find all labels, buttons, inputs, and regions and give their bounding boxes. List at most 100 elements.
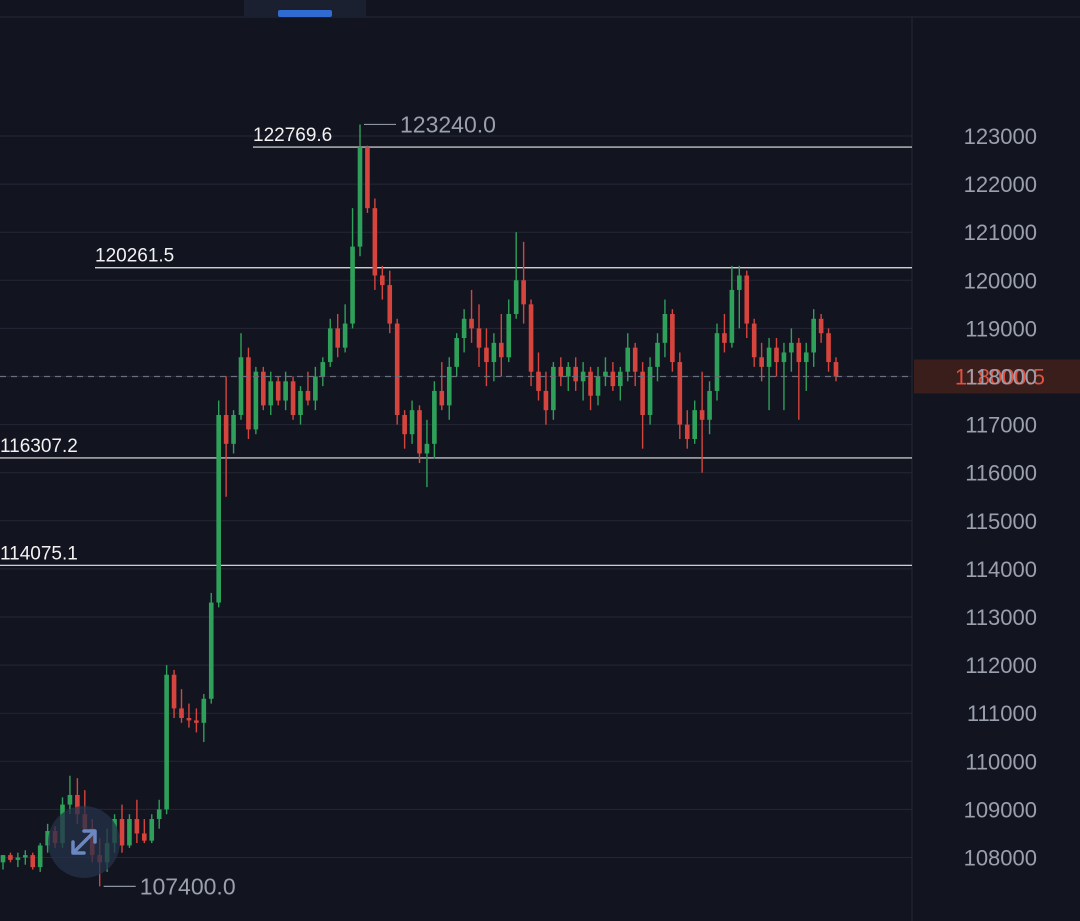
candle xyxy=(134,799,140,844)
candle xyxy=(625,333,631,382)
candle xyxy=(558,357,564,387)
candle-body xyxy=(402,414,407,435)
candle-body xyxy=(655,342,660,367)
candle-body xyxy=(223,414,229,444)
candle-body xyxy=(446,366,452,406)
level-label: 122769.6 xyxy=(253,125,332,146)
candle xyxy=(818,313,824,343)
candle xyxy=(127,814,132,848)
candle-body xyxy=(528,304,534,372)
candle xyxy=(476,304,482,367)
candle-body xyxy=(565,366,571,377)
candle xyxy=(751,318,757,367)
candle xyxy=(499,313,504,377)
candle-body xyxy=(15,857,21,860)
y-tick-label: 111000 xyxy=(967,701,1037,726)
candle-body xyxy=(818,318,824,334)
candle-body xyxy=(8,855,13,860)
candle xyxy=(142,819,147,844)
candle xyxy=(469,289,474,343)
candle xyxy=(774,338,779,377)
candle-body xyxy=(194,720,199,723)
candle-body xyxy=(729,289,735,343)
candle xyxy=(342,304,348,353)
candles xyxy=(0,124,839,887)
candle-body xyxy=(781,352,787,363)
y-tick-label: 122000 xyxy=(964,172,1037,197)
candle-body xyxy=(298,390,303,415)
candle-body xyxy=(208,602,214,699)
candle xyxy=(789,328,794,372)
candle-body xyxy=(201,698,207,723)
candle-body xyxy=(350,246,355,324)
top-tab-indicator[interactable] xyxy=(244,0,366,17)
candle-body xyxy=(417,410,422,454)
y-tick-label: 112000 xyxy=(965,653,1037,678)
candle xyxy=(513,232,519,319)
candle-body xyxy=(662,313,668,343)
candle-body xyxy=(156,809,162,820)
candle-body xyxy=(305,390,311,401)
candle-body xyxy=(424,443,430,454)
candle xyxy=(179,689,184,723)
candle-body xyxy=(573,366,578,382)
candle xyxy=(595,366,601,406)
candle-body xyxy=(737,275,742,290)
candle xyxy=(573,357,578,391)
candle-body xyxy=(796,342,802,363)
candle-body xyxy=(439,390,445,406)
candle-body xyxy=(670,313,675,363)
candle xyxy=(833,357,839,382)
candle-body xyxy=(603,371,608,377)
candle-body xyxy=(342,323,348,348)
candle-body xyxy=(803,352,809,363)
candle-body xyxy=(647,366,653,415)
candle xyxy=(543,371,549,425)
candle xyxy=(216,400,221,608)
candle-body xyxy=(588,371,593,396)
candle xyxy=(380,265,385,300)
candle-body xyxy=(513,280,519,314)
candle xyxy=(454,333,459,377)
candle-body xyxy=(811,318,816,353)
candle-body xyxy=(484,347,489,363)
candle-body xyxy=(677,362,683,425)
extreme-markers: 123240.0 107400.0 xyxy=(103,111,496,899)
top-tab-highlight xyxy=(278,10,332,17)
candle xyxy=(722,313,727,353)
candle-body xyxy=(632,347,638,372)
candle-body xyxy=(387,285,393,324)
candle xyxy=(335,313,340,358)
candle xyxy=(253,366,259,435)
candle xyxy=(662,299,668,358)
candle xyxy=(164,665,169,815)
y-tick-label: 123000 xyxy=(964,124,1037,149)
candle-body xyxy=(149,819,155,841)
candle-body xyxy=(171,674,177,709)
candle xyxy=(417,405,422,464)
candle-body xyxy=(0,855,6,863)
candle xyxy=(714,323,720,401)
candle xyxy=(208,592,214,704)
candle xyxy=(565,362,571,391)
candle xyxy=(603,357,608,387)
candle xyxy=(67,775,73,815)
expand-chart-button[interactable] xyxy=(48,806,120,878)
candle-body xyxy=(454,338,459,367)
candle-body xyxy=(142,833,147,841)
candle xyxy=(37,843,43,872)
y-tick-label: 121000 xyxy=(964,220,1037,245)
candle xyxy=(320,357,326,387)
candle-body xyxy=(751,323,757,358)
candle-body xyxy=(595,376,601,396)
candle-body xyxy=(164,674,169,810)
candle-body xyxy=(491,342,497,363)
candle-body xyxy=(469,318,474,329)
candle-body xyxy=(30,855,36,868)
y-tick-label: 113000 xyxy=(965,605,1037,630)
y-tick-label: 119000 xyxy=(965,316,1037,341)
candle xyxy=(283,371,288,411)
candle-body xyxy=(394,323,400,415)
candle-body xyxy=(521,280,526,305)
candle xyxy=(357,124,363,257)
